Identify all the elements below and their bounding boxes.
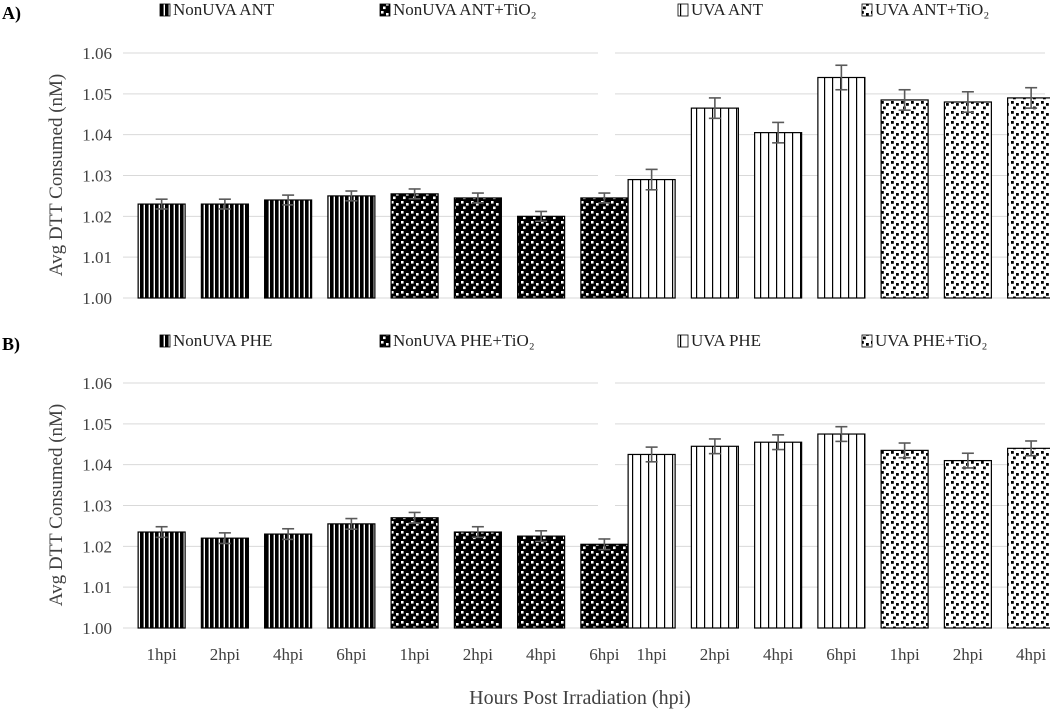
- y-tick-label: 1.02: [82, 537, 112, 556]
- y-tick-label: 1.06: [82, 44, 112, 63]
- y-tick-label: 1.02: [82, 207, 112, 226]
- bar: [327, 523, 376, 629]
- bar: [817, 76, 866, 299]
- x-tick-label: 4hpi: [526, 645, 557, 664]
- y-tick-label: 1.03: [82, 497, 112, 516]
- bar: [327, 195, 376, 299]
- bar: [627, 178, 676, 299]
- y-tick-label: 1.05: [82, 415, 112, 434]
- bar: [200, 537, 249, 629]
- legend-swatch: [861, 3, 873, 17]
- legend-swatch: [677, 334, 689, 348]
- legend-label: UVA PHE: [691, 331, 761, 350]
- x-axis-title: Hours Post Irradiation (hpi): [469, 687, 691, 709]
- y-tick-label: 1.05: [82, 85, 112, 104]
- bar: [1007, 97, 1050, 299]
- x-tick-label: 1hpi: [637, 645, 668, 664]
- bar: [943, 101, 992, 299]
- x-tick-label: 1hpi: [400, 645, 431, 664]
- bar: [880, 449, 929, 629]
- legend-swatch: [159, 334, 171, 348]
- bar: [690, 107, 739, 299]
- y-tick-label: 1.01: [82, 578, 112, 597]
- bar: [880, 99, 929, 299]
- x-tick-label: 2hpi: [210, 645, 241, 664]
- bar: [817, 433, 866, 629]
- legend-label: UVA ANT: [691, 0, 764, 19]
- legend-label: NonUVA PHE: [173, 331, 272, 350]
- x-tick-label: 2hpi: [700, 645, 731, 664]
- bar: [754, 441, 803, 629]
- bar: [517, 535, 566, 629]
- bar: [137, 203, 186, 299]
- bar: [453, 197, 502, 299]
- bar: [453, 531, 502, 629]
- bar: [517, 215, 566, 299]
- y-tick-label: 1.04: [82, 126, 112, 145]
- bar: [943, 459, 992, 629]
- y-tick-label: 1.00: [82, 289, 112, 308]
- x-tick-label: 2hpi: [953, 645, 984, 664]
- x-tick-label: 4hpi: [1016, 645, 1047, 664]
- legend-swatch: [379, 334, 391, 348]
- legend-swatch: [861, 334, 873, 348]
- legend-label: UVA PHE+TiO₂: [875, 331, 987, 350]
- bar: [264, 199, 313, 299]
- y-axis-label: Avg DTT Consumed (nM): [46, 404, 67, 606]
- x-tick-label: 6hpi: [826, 645, 857, 664]
- bar: [390, 517, 439, 629]
- legend-label: NonUVA ANT: [173, 0, 275, 19]
- y-axis-label: Avg DTT Consumed (nM): [46, 74, 67, 276]
- bar: [264, 533, 313, 629]
- x-tick-label: 4hpi: [273, 645, 304, 664]
- x-tick-label: 1hpi: [147, 645, 178, 664]
- y-tick-label: 1.04: [82, 456, 112, 475]
- bar: [1007, 447, 1050, 629]
- bar: [200, 203, 249, 299]
- legend-label: UVA ANT+TiO₂: [875, 0, 989, 19]
- y-tick-label: 1.00: [82, 619, 112, 638]
- legend-swatch: [379, 3, 391, 17]
- x-tick-label: 4hpi: [763, 645, 794, 664]
- bar: [390, 193, 439, 299]
- bar: [580, 197, 629, 299]
- x-tick-label: 2hpi: [463, 645, 494, 664]
- y-tick-label: 1.03: [82, 167, 112, 186]
- bar: [627, 453, 676, 629]
- x-tick-label: 6hpi: [589, 645, 620, 664]
- panel-label: B): [2, 334, 20, 355]
- legend-swatch: [159, 3, 171, 17]
- legend-swatch: [677, 3, 689, 17]
- panel-label: A): [2, 3, 21, 24]
- y-tick-label: 1.06: [82, 374, 112, 393]
- legend-label: NonUVA PHE+TiO₂: [393, 331, 535, 350]
- bar: [690, 445, 739, 629]
- legend-label: NonUVA ANT+TiO₂: [393, 0, 537, 19]
- bar: [580, 543, 629, 629]
- bar: [137, 531, 186, 629]
- bar: [754, 132, 803, 299]
- x-tick-label: 6hpi: [336, 645, 367, 664]
- x-tick-label: 1hpi: [890, 645, 921, 664]
- y-tick-label: 1.01: [82, 248, 112, 267]
